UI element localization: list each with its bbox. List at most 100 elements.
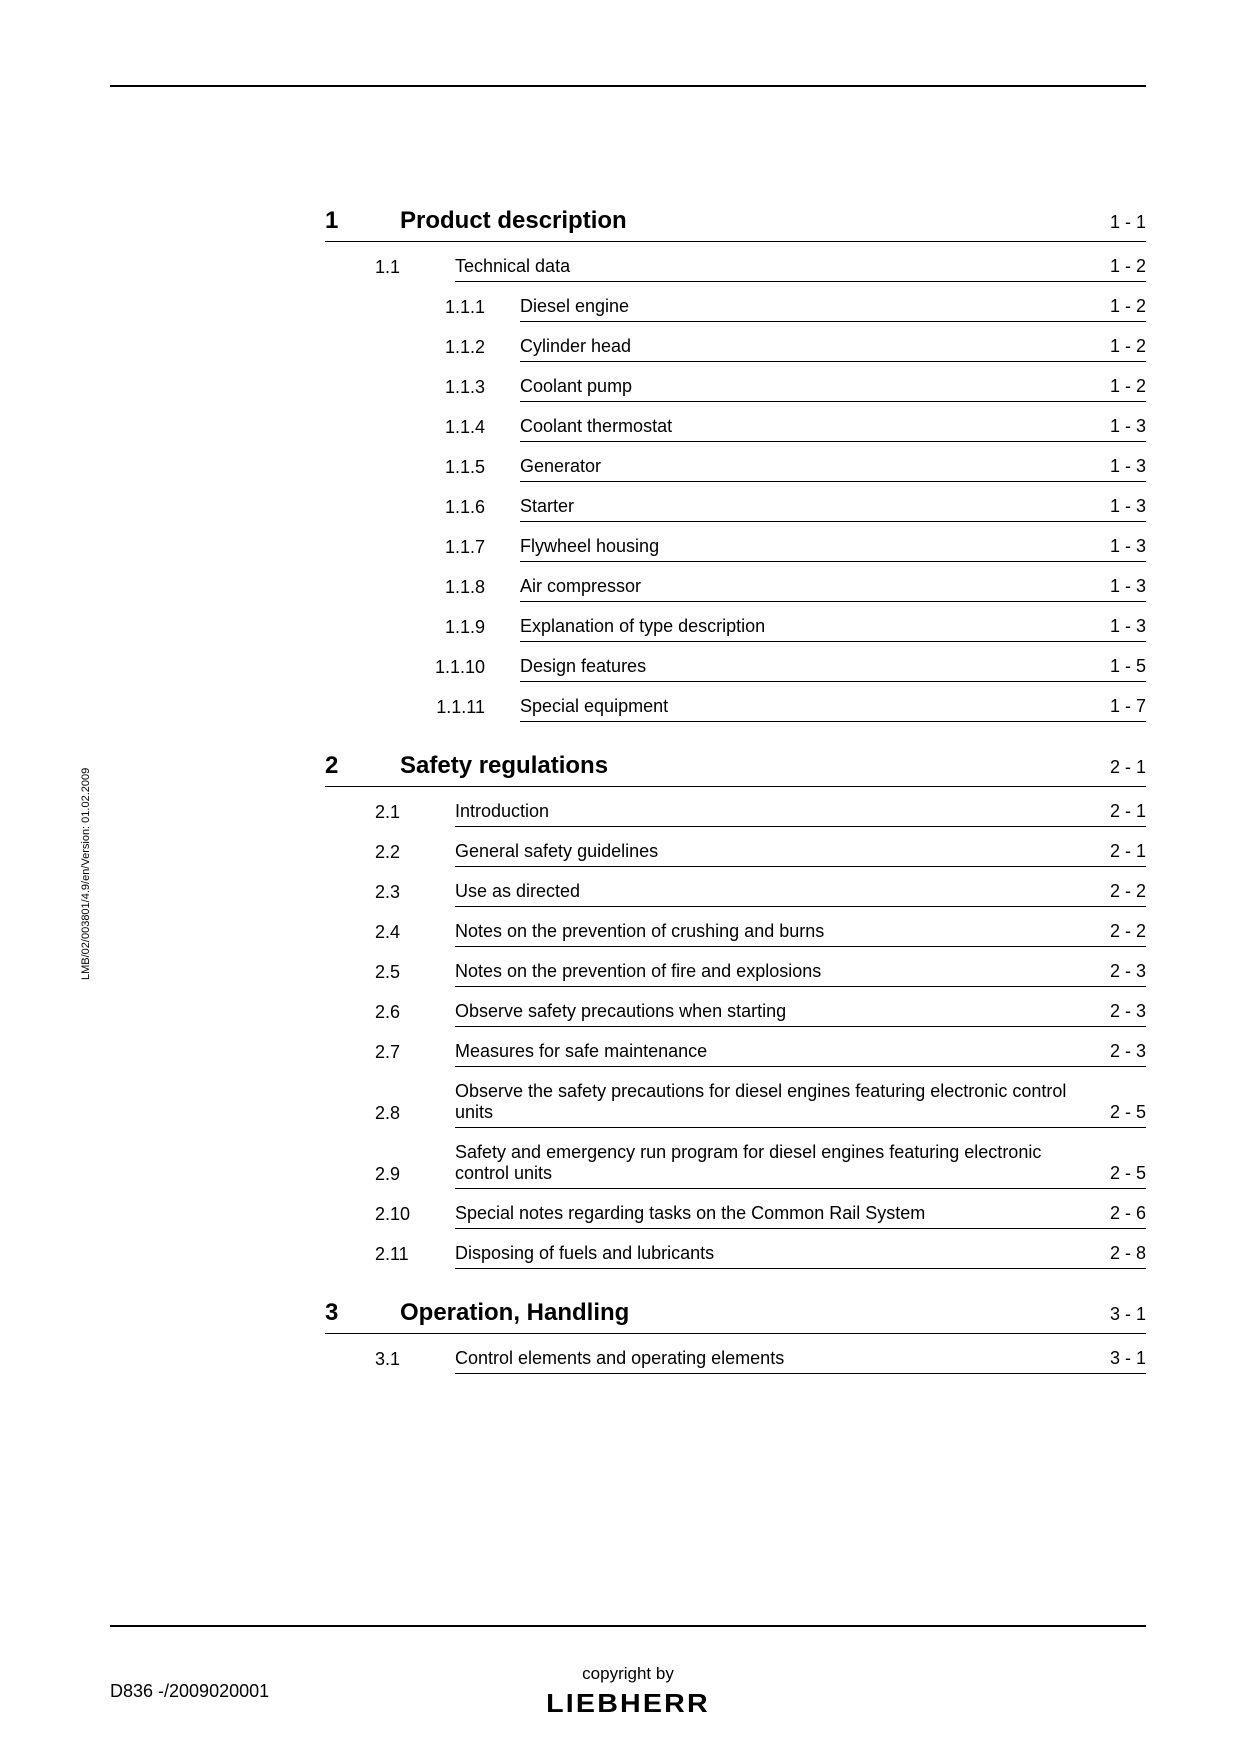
toc-sub-page: 2 - 8	[1110, 1243, 1146, 1264]
toc-subsub-row: 1.1.8Air compressor1 - 3	[415, 576, 1146, 602]
toc-sub-number: 1.1	[375, 257, 455, 282]
footer-center: copyright by LIEBHERR	[554, 1664, 703, 1719]
toc-subsub-title: Starter	[520, 496, 1098, 517]
toc-subsub-title: Design features	[520, 656, 1098, 677]
toc-subsub-title: Generator	[520, 456, 1098, 477]
toc-subsub-title-wrap: Diesel engine1 - 2	[520, 296, 1146, 322]
toc-sub-title: Special notes regarding tasks on the Com…	[455, 1203, 1098, 1224]
toc-sub-page: 2 - 2	[1110, 881, 1146, 902]
toc-subsub-page: 1 - 2	[1110, 296, 1146, 317]
toc-sub-number: 2.1	[375, 802, 455, 827]
toc-subsub-title-wrap: Air compressor 1 - 3	[520, 576, 1146, 602]
toc-subsub-title-wrap: Cylinder head1 - 2	[520, 336, 1146, 362]
toc-sub-page: 1 - 2	[1110, 256, 1146, 277]
toc-sub-title-wrap: Measures for safe maintenance 2 - 3	[455, 1041, 1146, 1067]
copyright-text: copyright by	[554, 1664, 703, 1684]
toc-subsub-title-wrap: Coolant thermostat 1 - 3	[520, 416, 1146, 442]
toc-sub-number: 2.6	[375, 1002, 455, 1027]
toc-sub-number: 2.10	[375, 1204, 455, 1229]
toc-sub-row: 2.10Special notes regarding tasks on the…	[375, 1203, 1146, 1229]
toc-subsub-page: 1 - 3	[1110, 496, 1146, 517]
toc-subsub-row: 1.1.4Coolant thermostat 1 - 3	[415, 416, 1146, 442]
toc-subsub-number: 1.1.9	[415, 617, 520, 642]
toc-subsub-number: 1.1.6	[415, 497, 520, 522]
toc-subsub-title: Explanation of type description	[520, 616, 1098, 637]
toc-subsub-title: Special equipment	[520, 696, 1098, 717]
toc-sub-page: 2 - 2	[1110, 921, 1146, 942]
toc-subsub-title: Flywheel housing	[520, 536, 1098, 557]
toc-sub-number: 2.5	[375, 962, 455, 987]
toc-subsub-title-wrap: Explanation of type description1 - 3	[520, 616, 1146, 642]
toc-subsub-number: 1.1.11	[415, 697, 520, 722]
page-container: 1Product description1 - 11.1Technical da…	[0, 0, 1241, 1757]
toc-sub-number: 2.3	[375, 882, 455, 907]
toc-subsub-title: Coolant pump	[520, 376, 1098, 397]
toc-sub-title-wrap: Notes on the prevention of crushing and …	[455, 921, 1146, 947]
toc-sub-row: 1.1Technical data 1 - 2	[375, 256, 1146, 282]
toc-sub-number: 2.7	[375, 1042, 455, 1067]
toc-sub-row: 2.5Notes on the prevention of fire and e…	[375, 961, 1146, 987]
toc-subsub-page: 1 - 3	[1110, 416, 1146, 437]
toc-sub-row: 2.8Observe the safety precautions for di…	[375, 1081, 1146, 1128]
toc-subsub-title-wrap: Design features 1 - 5	[520, 656, 1146, 682]
toc-sub-title: Observe safety precautions when starting	[455, 1001, 1098, 1022]
toc-sub-row: 2.9Safety and emergency run program for …	[375, 1142, 1146, 1189]
toc-subsub-title: Coolant thermostat	[520, 416, 1098, 437]
toc-subsub-title: Air compressor	[520, 576, 1098, 597]
toc-subsub-number: 1.1.4	[415, 417, 520, 442]
toc-section-row: 3Operation, Handling3 - 1	[325, 1299, 1146, 1334]
toc-sub-row: 2.1Introduction 2 - 1	[375, 801, 1146, 827]
toc-sub-page: 2 - 5	[1110, 1102, 1146, 1123]
toc-section-number: 3	[325, 1299, 400, 1327]
toc-sub-title-wrap: Safety and emergency run program for die…	[455, 1142, 1146, 1189]
toc-subsub-row: 1.1.1Diesel engine1 - 2	[415, 296, 1146, 322]
toc-sub-title: Introduction	[455, 801, 1098, 822]
toc-sub-page: 2 - 5	[1110, 1163, 1146, 1184]
toc-sub-title-wrap: Technical data 1 - 2	[455, 256, 1146, 282]
toc-subsub-page: 1 - 5	[1110, 656, 1146, 677]
toc-sub-page: 2 - 6	[1110, 1203, 1146, 1224]
toc-sub-title-wrap: Notes on the prevention of fire and expl…	[455, 961, 1146, 987]
toc-sub-row: 2.4Notes on the prevention of crushing a…	[375, 921, 1146, 947]
toc-sub-page: 2 - 1	[1110, 801, 1146, 822]
toc-subsub-row: 1.1.5Generator1 - 3	[415, 456, 1146, 482]
toc-sub-title-wrap: Introduction 2 - 1	[455, 801, 1146, 827]
toc-subsub-page: 1 - 3	[1110, 576, 1146, 597]
toc-section-page: 1 - 1	[1110, 212, 1146, 233]
toc-sub-title: Disposing of fuels and lubricants	[455, 1243, 1098, 1264]
toc-sub-row: 2.3Use as directed2 - 2	[375, 881, 1146, 907]
toc-sub-title: Measures for safe maintenance	[455, 1041, 1098, 1062]
toc-subsub-title-wrap: Starter 1 - 3	[520, 496, 1146, 522]
toc-section-row: 2Safety regulations 2 - 1	[325, 752, 1146, 787]
toc-sub-number: 2.8	[375, 1103, 455, 1128]
toc-subsub-page: 1 - 2	[1110, 376, 1146, 397]
bottom-divider	[110, 1625, 1146, 1627]
toc-section-number: 1	[325, 207, 400, 235]
toc-sub-page: 2 - 3	[1110, 1041, 1146, 1062]
toc-sub-number: 2.9	[375, 1164, 455, 1189]
toc-sub-title-wrap: Observe the safety precautions for diese…	[455, 1081, 1146, 1128]
toc-sub-number: 3.1	[375, 1349, 455, 1374]
toc-subsub-number: 1.1.5	[415, 457, 520, 482]
toc-sub-title-wrap: Use as directed2 - 2	[455, 881, 1146, 907]
toc-subsub-number: 1.1.1	[415, 297, 520, 322]
toc-subsub-row: 1.1.9Explanation of type description1 - …	[415, 616, 1146, 642]
toc-subsub-title-wrap: Special equipment1 - 7	[520, 696, 1146, 722]
toc-sub-title-wrap: Observe safety precautions when starting…	[455, 1001, 1146, 1027]
toc-section-page: 2 - 1	[1110, 757, 1146, 778]
toc-sub-title-wrap: Disposing of fuels and lubricants 2 - 8	[455, 1243, 1146, 1269]
toc-subsub-row: 1.1.11Special equipment1 - 7	[415, 696, 1146, 722]
toc-sub-title: Technical data	[455, 256, 1098, 277]
toc-sub-page: 3 - 1	[1110, 1348, 1146, 1369]
toc-section-number: 2	[325, 752, 400, 780]
toc-section-page: 3 - 1	[1110, 1304, 1146, 1325]
toc-section-title: Safety regulations	[400, 752, 1098, 780]
toc-sub-title: Notes on the prevention of fire and expl…	[455, 961, 1098, 982]
toc-sub-title-wrap: Special notes regarding tasks on the Com…	[455, 1203, 1146, 1229]
toc-sub-page: 2 - 1	[1110, 841, 1146, 862]
page-footer: D836 -/2009020001 copyright by LIEBHERR	[110, 1681, 1146, 1702]
toc-sub-number: 2.2	[375, 842, 455, 867]
table-of-contents: 1Product description1 - 11.1Technical da…	[325, 207, 1146, 1374]
toc-sub-title: Control elements and operating elements	[455, 1348, 1098, 1369]
toc-subsub-number: 1.1.10	[415, 657, 520, 682]
